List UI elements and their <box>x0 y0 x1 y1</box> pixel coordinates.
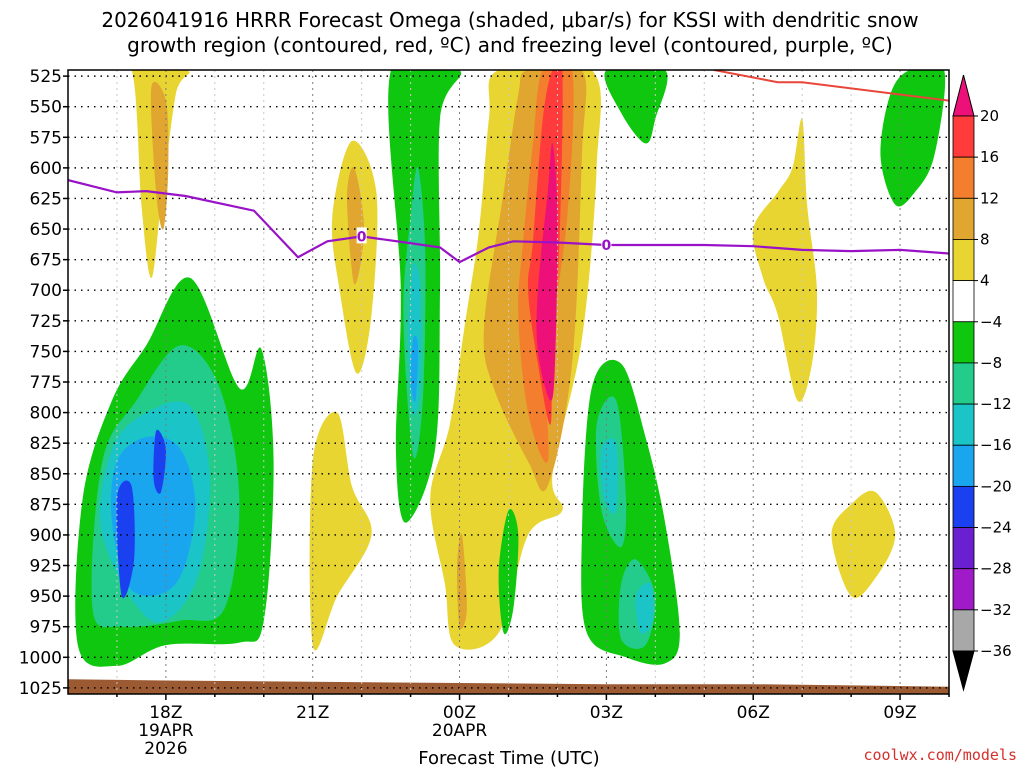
omega-region-9 <box>347 166 365 285</box>
y-tick-label-600: 600 <box>30 159 62 179</box>
colorbar-label-10: −24 <box>980 519 1012 537</box>
x-tick-label-09Z: 09Z <box>883 703 916 723</box>
terrain-layer <box>68 679 949 694</box>
x-tick-sublabel-18Z-0: 19APR <box>138 721 194 741</box>
y-tick-label-700: 700 <box>30 281 62 301</box>
colorbar-label-5: −4 <box>980 313 1002 331</box>
freezing-level-label-1: 0 <box>602 238 612 254</box>
colorbar-label-1: 16 <box>980 148 999 166</box>
freezing-label-bg-0 <box>356 227 367 244</box>
colorbar-swatch-8 <box>952 444 975 487</box>
colorbar: 20 16 12 8 4 −4 −8 −12 −16 −20 −24 −28 −32 −36 <box>952 74 1012 692</box>
colorbar-label-11: −28 <box>980 560 1012 578</box>
y-tick-label-650: 650 <box>30 220 62 240</box>
omega-region-29 <box>831 490 896 598</box>
omega-region-23 <box>600 438 618 514</box>
colorbar-label-4: 4 <box>980 272 990 290</box>
y-tick-label-550: 550 <box>30 98 62 118</box>
y-tick-label-1025: 1025 <box>19 679 62 699</box>
y-tick-label-800: 800 <box>30 404 62 424</box>
y-tick-label-750: 750 <box>30 342 62 362</box>
colorbar-label-3: 8 <box>980 230 990 248</box>
y-tick-label-725: 725 <box>30 312 62 332</box>
colorbar-swatch-0 <box>952 115 975 158</box>
freezing-level-line <box>68 179 949 264</box>
y-tick-label-575: 575 <box>30 128 62 148</box>
y-tick-label-625: 625 <box>30 189 62 209</box>
y-tick-label-975: 975 <box>30 618 62 638</box>
colorbar-swatch-5 <box>952 321 975 364</box>
y-tick-label-950: 950 <box>30 587 62 607</box>
colorbar-label-6: −8 <box>980 354 1002 372</box>
omega-shaded-layer <box>75 70 946 667</box>
omega-region-27 <box>752 118 818 402</box>
x-tick-sublabel-00Z-0: 20APR <box>432 721 488 741</box>
x-axis-label: Forecast Time (UTC) <box>418 748 599 768</box>
omega-region-25 <box>635 582 654 634</box>
terrain-fill <box>68 679 949 694</box>
x-tick-label-21Z: 21Z <box>296 703 329 723</box>
freezing-label-bg-1 <box>601 235 612 252</box>
credit-text[interactable]: coolwx.com/models <box>863 746 1017 764</box>
colorbar-label-0: 20 <box>980 107 999 125</box>
colorbar-label-8: −16 <box>980 436 1012 454</box>
dgz-red-contour <box>713 70 949 102</box>
colorbar-label-13: −36 <box>980 642 1012 660</box>
colorbar-label-7: −12 <box>980 395 1012 413</box>
colorbar-label-9: −20 <box>980 477 1012 495</box>
colorbar-swatch-11 <box>952 568 975 611</box>
y-tick-label-525: 525 <box>30 67 62 87</box>
omega-region-28 <box>880 70 946 207</box>
colorbar-swatch-4 <box>952 280 975 323</box>
omega-region-26 <box>604 70 668 144</box>
chart-title-line-2: growth region (contoured, red, ºC) and f… <box>127 33 893 57</box>
x-tick-label-06Z: 06Z <box>737 703 770 723</box>
colorbar-bottom-triangle <box>952 650 975 692</box>
colorbar-swatch-6 <box>952 362 975 405</box>
omega-region-14 <box>410 335 419 402</box>
x-tick-sublabel-18Z-1: 2026 <box>144 739 187 759</box>
colorbar-swatch-7 <box>952 403 975 446</box>
y-tick-label-900: 900 <box>30 526 62 546</box>
y-tick-label-825: 825 <box>30 434 62 454</box>
x-tick-label-18Z: 18Z <box>149 703 182 723</box>
omega-region-6 <box>116 480 135 599</box>
colorbar-swatch-1 <box>952 156 975 199</box>
omega-region-7 <box>153 429 167 494</box>
chart-title-line-1: 2026041916 HRRR Forecast Omega (shaded, … <box>101 8 918 32</box>
y-tick-label-850: 850 <box>30 465 62 485</box>
colorbar-swatch-2 <box>952 197 975 240</box>
y-tick-label-1000: 1000 <box>19 648 62 668</box>
colorbar-label-12: −32 <box>980 601 1012 619</box>
colorbar-label-2: 12 <box>980 189 999 207</box>
colorbar-swatch-10 <box>952 527 975 570</box>
omega-region-20 <box>498 509 519 635</box>
y-tick-label-925: 925 <box>30 557 62 577</box>
y-axis: 525 550 575 600 625 650 675 700 725 750 775 800 825 8… <box>19 67 68 699</box>
colorbar-swatch-12 <box>952 609 975 652</box>
colorbar-swatch-3 <box>952 239 975 282</box>
y-tick-label-675: 675 <box>30 251 62 271</box>
colorbar-top-triangle <box>952 74 975 117</box>
y-tick-label-775: 775 <box>30 373 62 393</box>
y-tick-label-875: 875 <box>30 495 62 515</box>
freezing-level-label-0: 0 <box>357 229 367 245</box>
x-tick-label-03Z: 03Z <box>590 703 623 723</box>
omega-region-10 <box>309 411 372 651</box>
x-tick-label-00Z: 00Z <box>443 703 476 723</box>
colorbar-swatch-9 <box>952 485 975 528</box>
omega-region-19 <box>536 143 558 401</box>
contour-layer: 00 <box>68 70 949 264</box>
